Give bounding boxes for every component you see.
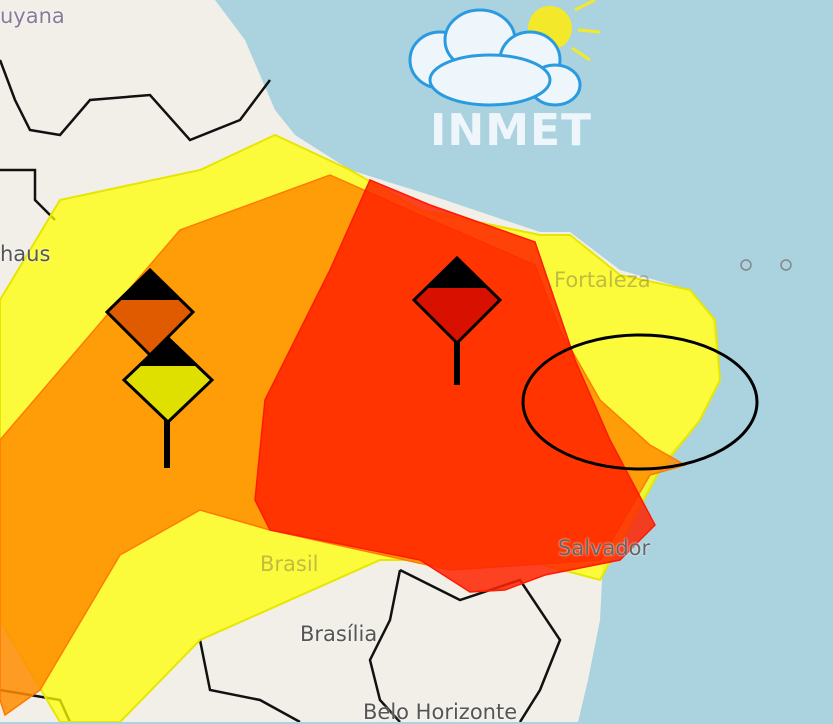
highlight-ellipse <box>521 333 759 471</box>
cloud-sun-icon <box>408 0 601 107</box>
label-fortaleza: Fortaleza <box>554 268 651 292</box>
alert-zone-red[interactable] <box>254 179 656 593</box>
label-brasilia: Brasília <box>300 622 378 646</box>
warning-sign-yellow-icon[interactable] <box>121 335 215 468</box>
label-manaus: haus <box>0 242 51 266</box>
state-borders <box>0 59 562 722</box>
label-salvador: Salvador <box>558 536 651 560</box>
label-guyana: uyana <box>0 4 65 28</box>
island-markers <box>740 259 792 271</box>
label-brasil: Brasil <box>260 552 319 576</box>
warning-sign-red-icon[interactable] <box>411 255 503 385</box>
label-belo-horizonte: Belo Horizonte <box>363 700 518 724</box>
inmet-logo: INMET <box>430 105 593 156</box>
